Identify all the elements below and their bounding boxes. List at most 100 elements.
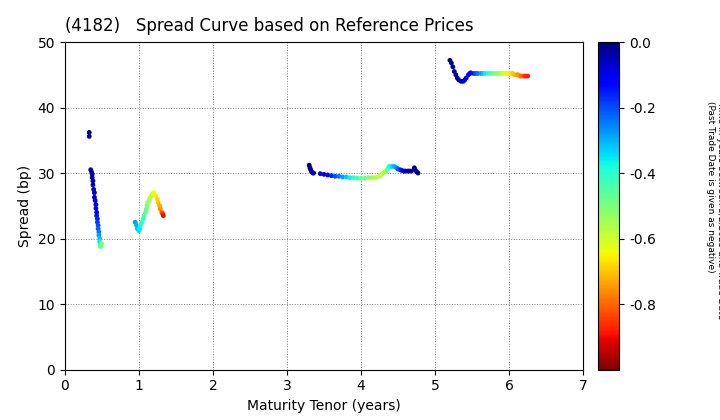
Point <box>337 173 348 180</box>
Point <box>496 70 508 77</box>
Text: (4182)   Spread Curve based on Reference Prices: (4182) Spread Curve based on Reference P… <box>65 17 474 35</box>
X-axis label: Maturity Tenor (years): Maturity Tenor (years) <box>247 399 401 413</box>
Point <box>91 212 102 219</box>
Point <box>498 70 509 77</box>
Point <box>408 165 420 171</box>
Point <box>92 226 104 232</box>
Point <box>475 70 487 77</box>
Point <box>447 63 459 70</box>
Point <box>89 194 100 201</box>
Point <box>344 174 356 181</box>
Point <box>348 174 359 181</box>
Point <box>315 171 326 177</box>
Point <box>449 68 460 75</box>
Point <box>492 70 504 77</box>
Point <box>87 181 99 188</box>
Point <box>463 71 474 78</box>
Point <box>96 240 107 247</box>
Point <box>455 78 467 85</box>
Point <box>396 167 408 174</box>
Point <box>482 70 494 77</box>
Point <box>470 70 482 77</box>
Point <box>480 70 491 77</box>
Point <box>84 133 95 140</box>
Point <box>94 243 106 250</box>
Point <box>377 170 389 176</box>
Point <box>382 165 394 171</box>
Point <box>520 73 531 79</box>
Point <box>359 175 371 181</box>
Point <box>374 173 385 180</box>
Point <box>85 166 96 173</box>
Point <box>155 206 166 213</box>
Point <box>89 197 101 204</box>
Point <box>515 73 526 79</box>
Point <box>329 173 341 180</box>
Point <box>145 193 157 199</box>
Point <box>307 170 319 176</box>
Point <box>381 166 392 173</box>
Point <box>154 202 166 209</box>
Point <box>457 78 469 85</box>
Point <box>516 73 528 79</box>
Point <box>94 242 106 249</box>
Point <box>322 172 333 178</box>
Point <box>465 69 477 76</box>
Point <box>86 174 98 181</box>
Point <box>384 163 395 170</box>
Point <box>146 191 158 197</box>
Point <box>318 171 330 178</box>
Point <box>93 228 104 235</box>
Point <box>90 201 102 208</box>
Point <box>156 209 168 216</box>
Point <box>512 71 523 78</box>
Point <box>91 209 102 216</box>
Point <box>92 222 104 229</box>
Point <box>87 178 99 184</box>
Point <box>402 168 413 174</box>
Point <box>522 73 534 79</box>
Point <box>93 232 104 239</box>
Point <box>410 166 421 173</box>
Point <box>135 222 146 229</box>
Point <box>306 168 318 175</box>
Point <box>500 70 511 77</box>
Point <box>138 212 150 219</box>
Point <box>379 168 391 175</box>
Point <box>152 196 163 202</box>
Point <box>94 239 105 245</box>
Point <box>305 166 316 173</box>
Point <box>391 165 402 171</box>
Point <box>150 193 162 199</box>
Point <box>95 243 107 250</box>
Point <box>485 70 496 77</box>
Point <box>370 174 382 181</box>
Point <box>303 162 315 168</box>
Point <box>490 70 502 77</box>
Point <box>153 199 164 206</box>
Point <box>140 206 152 213</box>
Point <box>468 70 480 77</box>
Point <box>495 70 506 77</box>
Point <box>450 71 462 78</box>
Point <box>143 197 155 204</box>
Point <box>487 70 499 77</box>
Point <box>389 163 400 170</box>
Point <box>140 209 151 216</box>
Point <box>507 70 518 77</box>
Point <box>130 219 141 226</box>
Point <box>503 70 515 77</box>
Point <box>355 175 366 181</box>
Point <box>90 205 102 212</box>
Point <box>400 168 411 174</box>
Point <box>395 166 406 173</box>
Point <box>502 70 513 77</box>
Point <box>88 186 99 193</box>
Point <box>398 168 410 174</box>
Point <box>94 235 105 242</box>
Point <box>505 70 516 77</box>
Point <box>387 163 398 170</box>
Point <box>477 70 489 77</box>
Point <box>351 175 363 181</box>
Point <box>472 70 484 77</box>
